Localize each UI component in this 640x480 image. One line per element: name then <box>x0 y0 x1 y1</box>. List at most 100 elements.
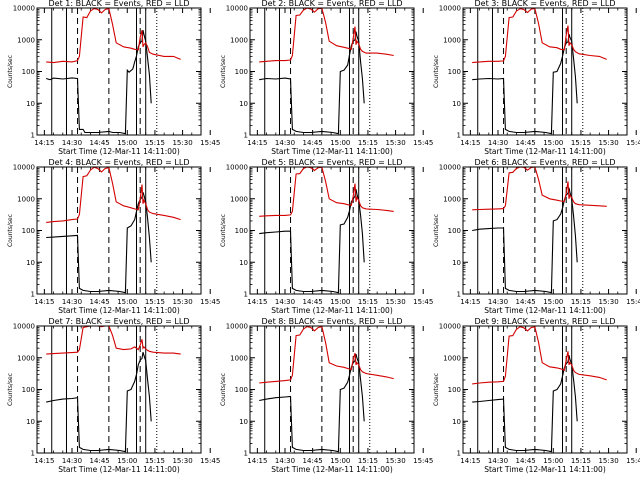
plot-frame <box>462 166 628 295</box>
y-axis-label: Counts/sec <box>433 373 440 406</box>
x-tick-label: 15:30 <box>172 139 192 147</box>
plot-frame <box>36 166 202 295</box>
y-tick-label: 1 <box>31 450 35 458</box>
x-tick-label: 14:30 <box>275 298 295 306</box>
y-tick-label: 10 <box>452 259 461 267</box>
x-tick-label: 14:30 <box>488 298 508 306</box>
events-line <box>46 192 152 294</box>
y-axis-label: Counts/sec <box>7 55 14 88</box>
x-tick-label: 15:30 <box>598 298 618 306</box>
panel-title: Det 5: BLACK = Events, RED = LLD <box>262 158 403 167</box>
y-tick-label: 1000 <box>443 354 461 362</box>
panel-title: Det 9: BLACK = Events, RED = LLD <box>475 317 616 326</box>
x-tick-label: 15:00 <box>117 457 137 465</box>
y-tick-label: 1000 <box>230 36 248 44</box>
x-tick-label: 15:00 <box>330 139 350 147</box>
x-axis-label: Start Time (12-Mar-11 14:11:00) <box>58 465 180 474</box>
x-tick-label: 14:30 <box>62 298 82 306</box>
y-tick-label: 1 <box>244 291 248 299</box>
x-tick-label: 14:15 <box>460 457 480 465</box>
x-axis-label: Start Time (12-Mar-11 14:11:00) <box>271 147 393 156</box>
lld-line <box>472 7 607 64</box>
x-tick-label: 15:45 <box>626 457 640 465</box>
x-tick-label: 15:00 <box>117 139 137 147</box>
y-tick-label: 10 <box>26 418 35 426</box>
x-tick-label: 14:45 <box>90 298 110 306</box>
x-tick-label: 14:45 <box>516 298 536 306</box>
x-axis-label: Start Time (12-Mar-11 14:11:00) <box>484 306 606 315</box>
events-line <box>472 355 578 453</box>
x-tick-label: 15:00 <box>330 457 350 465</box>
events-line <box>259 353 365 453</box>
plot-frame <box>36 7 202 136</box>
plot-frame <box>36 325 202 454</box>
events-line <box>472 34 578 135</box>
plot-frame <box>462 325 628 454</box>
y-tick-label: 10 <box>26 100 35 108</box>
x-tick-label: 15:15 <box>145 139 165 147</box>
panel-title: Det 6: BLACK = Events, RED = LLD <box>475 158 616 167</box>
x-axis-label: Start Time (12-Mar-11 14:11:00) <box>58 147 180 156</box>
x-tick-label: 15:30 <box>385 298 405 306</box>
x-tick-label: 14:45 <box>516 139 536 147</box>
x-tick-label: 15:30 <box>598 139 618 147</box>
x-tick-label: 15:45 <box>200 298 220 306</box>
events-line <box>46 30 152 135</box>
x-tick-label: 15:15 <box>145 457 165 465</box>
detector-panel-6: Det 6: BLACK = Events, RED = LLD Counts/s… <box>433 158 640 315</box>
y-tick-label: 10000 <box>13 5 35 13</box>
x-axis-label: Start Time (12-Mar-11 14:11:00) <box>271 306 393 315</box>
x-tick-label: 15:45 <box>626 139 640 147</box>
x-tick-label: 15:45 <box>200 139 220 147</box>
y-axis-label: Counts/sec <box>220 55 227 88</box>
x-tick-label: 15:30 <box>172 298 192 306</box>
y-tick-label: 10000 <box>13 164 35 172</box>
x-tick-label: 15:15 <box>571 457 591 465</box>
x-tick-label: 14:30 <box>488 457 508 465</box>
lld-line <box>259 7 394 63</box>
y-tick-label: 1 <box>244 450 248 458</box>
x-tick-label: 14:30 <box>62 139 82 147</box>
x-tick-label: 14:15 <box>34 139 54 147</box>
x-tick-label: 14:30 <box>488 139 508 147</box>
y-tick-label: 1 <box>31 132 35 140</box>
y-tick-label: 100 <box>235 68 248 76</box>
y-tick-label: 100 <box>22 68 35 76</box>
plot-frame <box>462 7 628 136</box>
y-tick-label: 10 <box>239 100 248 108</box>
y-tick-label: 10 <box>26 259 35 267</box>
detector-panel-2: Det 2: BLACK = Events, RED = LLD Counts/s… <box>220 0 433 156</box>
x-tick-label: 14:15 <box>247 298 267 306</box>
y-tick-label: 10000 <box>226 323 248 331</box>
x-tick-label: 15:45 <box>413 298 433 306</box>
plot-frame <box>249 166 415 295</box>
x-tick-label: 14:45 <box>303 457 323 465</box>
x-tick-label: 15:30 <box>598 457 618 465</box>
x-tick-label: 15:15 <box>358 457 378 465</box>
x-tick-label: 15:00 <box>543 457 563 465</box>
detector-panel-5: Det 5: BLACK = Events, RED = LLD Counts/s… <box>220 158 433 315</box>
detector-panel-4: Det 4: BLACK = Events, RED = LLD Counts/s… <box>7 158 220 315</box>
lld-line <box>46 325 181 355</box>
y-tick-label: 100 <box>22 227 35 235</box>
x-axis-label: Start Time (12-Mar-11 14:11:00) <box>484 147 606 156</box>
x-tick-label: 15:15 <box>145 298 165 306</box>
y-tick-label: 10000 <box>13 323 35 331</box>
x-tick-label: 14:45 <box>303 139 323 147</box>
y-tick-label: 1000 <box>443 195 461 203</box>
y-tick-label: 10 <box>239 259 248 267</box>
y-tick-label: 1 <box>31 291 35 299</box>
y-tick-label: 1 <box>457 132 461 140</box>
y-tick-label: 1 <box>457 450 461 458</box>
x-tick-label: 14:15 <box>34 457 54 465</box>
x-tick-label: 14:15 <box>460 139 480 147</box>
x-tick-label: 15:30 <box>172 457 192 465</box>
detector-panel-8: Det 8: BLACK = Events, RED = LLD Counts/s… <box>220 317 433 474</box>
x-tick-label: 14:45 <box>303 298 323 306</box>
x-tick-label: 14:15 <box>247 139 267 147</box>
x-tick-label: 15:15 <box>571 298 591 306</box>
events-line <box>472 187 578 294</box>
y-tick-label: 1 <box>457 291 461 299</box>
x-tick-label: 14:15 <box>34 298 54 306</box>
y-tick-label: 10000 <box>226 5 248 13</box>
